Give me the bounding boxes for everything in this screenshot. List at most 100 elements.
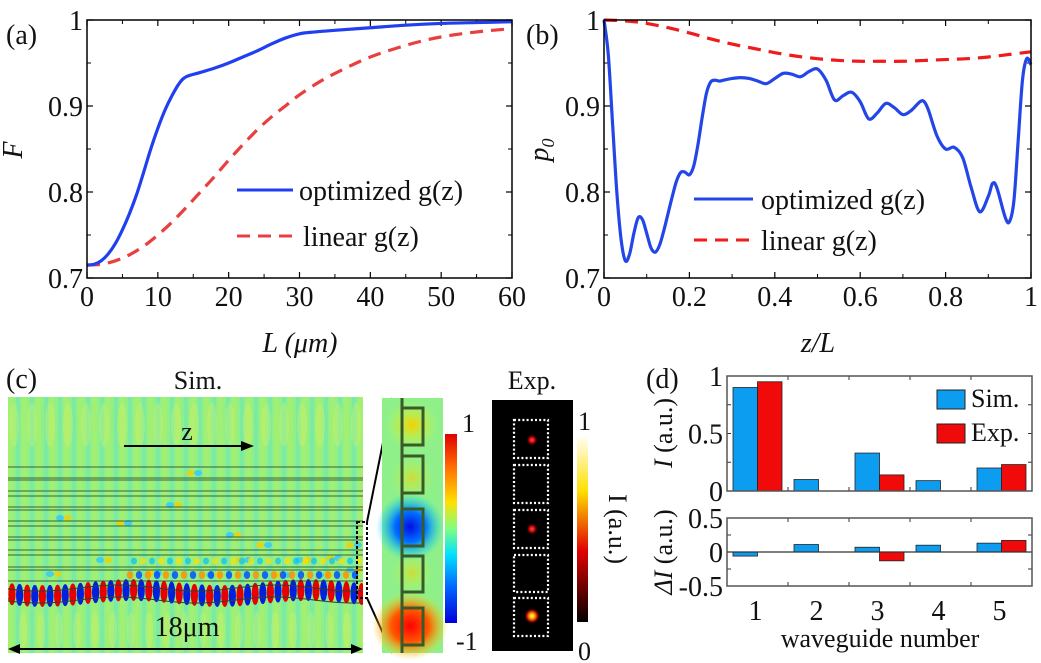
field-mid-spot [342,571,350,579]
curved-waveguide-edge [8,596,363,604]
mode-lobe-4 [392,553,432,593]
panel-a: (a) 0 10 20 30 40 50 60 0.7 0.8 0.9 1 optimized g(… [0,6,526,359]
x-tick-label: 0 [597,282,611,313]
field-stripe [19,612,27,648]
field-mid-spot [126,571,134,579]
field-mid-spot [153,571,161,579]
field-mid-spot [257,557,263,565]
field-main-lobe [31,584,39,607]
scale-arrow-right-head-icon [351,644,363,654]
exp-title: Exp. [508,366,556,395]
field-main-lobe [16,583,24,606]
x-tick-label: 2 [810,596,824,627]
exp-waveguide-outline [512,463,550,505]
bar-sim-4 [915,480,941,492]
exp-waveguide-outline [512,508,550,550]
field-mid-spot [167,557,173,565]
field-stripe [261,403,271,447]
field-stripe [333,403,343,447]
field-main-lobe [61,584,69,607]
bar-sim-1 [732,387,758,492]
field-mid-spot [270,571,278,579]
field-weak-spot [54,571,62,577]
field-weak-spot [46,571,54,577]
x-tick-label: 0.2 [672,282,707,313]
field-main-lobe [327,579,335,602]
z-label: z [181,417,193,446]
field-mid-spot [194,557,200,565]
field-mid-spot [324,571,332,579]
panel-b-xlabel: z/L [800,328,835,359]
waveguide-boundaries [8,466,363,582]
y-tick-label: 0.7 [48,264,83,295]
exp-spot-1 [526,434,538,446]
field-mid-spot [230,557,236,565]
field-stripe [127,612,135,648]
bar-exp-3 [879,551,905,562]
panel-b-label: (b) [526,20,559,51]
field-mid-spot [311,557,317,565]
panel-d-xlabel: waveguide number [781,624,980,653]
field-main-lobe [190,583,198,606]
panel-b-legend: optimized g(z) linear g(z) [694,185,925,257]
field-stripe [235,612,243,648]
field-stripe [325,612,333,648]
field-weak-spot [186,470,194,476]
ylabel-symbol: ΔI [649,569,678,595]
field-stripe [145,612,153,648]
field-mid-spot [315,571,323,579]
field-main-lobe [84,581,92,604]
legend-label-sim: Sim. [971,384,1019,413]
field-mid-spot [261,571,269,579]
panel-a-label: (a) [6,20,37,51]
field-colorbar-min: -1 [456,627,478,656]
panel-a-plot-area: 0 10 20 30 40 50 60 0.7 0.8 0.9 1 [48,6,526,313]
field-main-lobe [213,584,221,607]
panel-b-ylabel: p0 [524,139,558,164]
field-stripe [73,612,81,648]
bar-exp-5 [1001,540,1027,553]
field-main-lobe [107,579,115,602]
field-main-lobe [114,579,122,602]
field-stripe [189,403,199,447]
field-mid-spot [140,557,146,565]
x-tick-label: 30 [286,282,314,313]
field-main-lobe [221,584,229,607]
panel-d-top-plot: 00.51 [688,362,1033,508]
field-stripe [9,403,19,447]
field-mid-spot [293,557,299,565]
field-main-lobe [54,584,62,607]
field-stripe [289,612,297,648]
y-tick-label: 0.9 [565,92,600,123]
field-main-lobe [206,584,214,607]
plot-frame [726,517,1033,587]
field-main-lobe [289,579,297,602]
y-tick-label: 1 [709,362,723,393]
panel-b-ylabel-subscript: 0 [538,139,558,148]
mode-lobe-5 [372,592,448,660]
field-main-lobe [350,582,358,605]
field-main-lobe [23,584,31,607]
sim-field-background [8,397,363,653]
field-stripe [117,403,127,447]
field-main-lobe [244,583,252,606]
waveguide-square [402,454,425,495]
field-stripe [253,612,261,648]
field-colorbar-max: 1 [462,409,475,438]
field-main-lobe [183,583,191,606]
field-stripe [279,403,289,447]
x-tick-label: 3 [871,596,885,627]
field-mid-spot [284,557,290,565]
field-mid-spot [198,571,206,579]
field-stripe [171,403,181,447]
field-main-lobe [274,580,282,603]
field-stripe [271,612,279,648]
field-stripe [27,403,37,447]
field-main-lobe [236,584,244,607]
x-tick-label: 40 [356,282,384,313]
legend-label-linear: linear g(z) [761,226,877,257]
field-mid-spot [306,571,314,579]
field-main-lobe [342,581,350,604]
panel-a-legend: optimized g(z) linear g(z) [237,176,463,253]
